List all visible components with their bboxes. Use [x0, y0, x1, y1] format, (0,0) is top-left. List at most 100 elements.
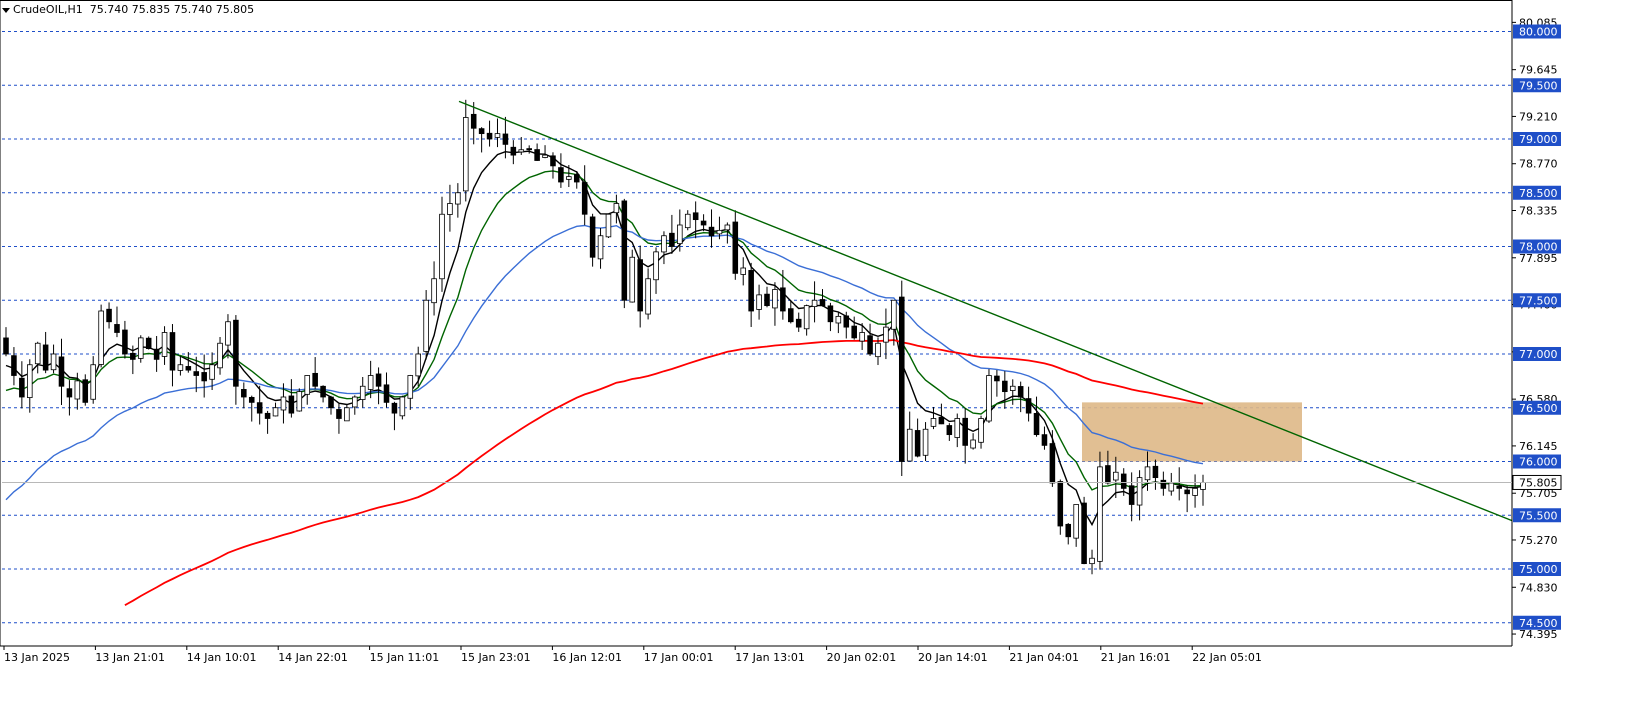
- candle-body: [130, 352, 136, 360]
- candle-body: [367, 375, 374, 390]
- x-tick-label: 15 Jan 11:01: [370, 651, 440, 664]
- trendline-line[interactable]: [458, 100, 1513, 522]
- candle-body: [201, 372, 207, 382]
- candle-body: [34, 342, 41, 365]
- candle-body: [692, 212, 699, 221]
- candle-body: [510, 146, 517, 156]
- level-label-box: [1513, 562, 1561, 576]
- candle-body: [1128, 485, 1135, 505]
- candle-body: [193, 371, 200, 376]
- candle-body: [1065, 523, 1072, 538]
- x-tick-label: 17 Jan 13:01: [735, 651, 805, 664]
- x-tick-label: 13 Jan 21:01: [95, 651, 165, 664]
- candle-body: [225, 321, 231, 346]
- zone-rect: [1082, 402, 1302, 462]
- candle-body: [970, 439, 976, 449]
- ma-slow-line: [5, 224, 1204, 501]
- y-tick-label: 78.335: [1519, 204, 1558, 217]
- candle-body: [1144, 466, 1151, 481]
- candle-body: [772, 289, 778, 309]
- y-tick-label: 79.645: [1519, 64, 1558, 77]
- candle-body: [153, 348, 160, 360]
- current-price-box: [1512, 474, 1562, 490]
- candle-body: [716, 229, 723, 235]
- y-tick-label: 75.270: [1519, 534, 1558, 547]
- candle-body: [1089, 557, 1095, 565]
- current-price-label: 75.805: [1519, 476, 1558, 489]
- candle-body: [296, 391, 303, 412]
- candle-body: [875, 342, 881, 358]
- candle-body: [613, 203, 620, 214]
- candle-body: [534, 149, 540, 161]
- candle-body: [19, 377, 25, 398]
- candle-body: [922, 428, 929, 456]
- candle-body: [1073, 504, 1079, 539]
- candle-body: [740, 267, 747, 275]
- candle-body: [375, 373, 382, 387]
- candle-body: [209, 364, 215, 380]
- candle-body: [1049, 443, 1056, 484]
- candle-body: [629, 256, 636, 303]
- chart-header: CrudeOIL,H1 75.740 75.835 75.740 75.805: [2, 3, 254, 16]
- candle-body: [756, 294, 762, 310]
- candle-body: [550, 155, 556, 167]
- candle-body: [978, 418, 984, 443]
- candle-body: [288, 395, 295, 414]
- candle-body: [542, 154, 548, 158]
- level-label-text: 79.500: [1519, 79, 1558, 92]
- candle-body: [573, 174, 580, 183]
- candle-body: [248, 396, 255, 403]
- candle-body: [359, 385, 366, 400]
- candle-body: [1033, 412, 1040, 436]
- symbol-timeframe: CrudeOIL,H1: [13, 3, 83, 16]
- candle-body: [1160, 479, 1167, 489]
- candle-body: [526, 148, 532, 151]
- candle-body: [58, 356, 65, 387]
- ma-mid-line: [5, 170, 1204, 491]
- candle-body: [439, 213, 445, 280]
- level-label-box: [1513, 454, 1561, 469]
- candle-body: [272, 407, 279, 417]
- candle-body: [566, 176, 572, 180]
- x-tick-label: 14 Jan 10:01: [187, 651, 257, 664]
- candle-body: [764, 293, 770, 307]
- candle-body: [66, 388, 73, 398]
- x-tick-label: 14 Jan 22:01: [278, 651, 348, 664]
- x-tick-label: 13 Jan 2025: [4, 651, 70, 664]
- candle-body: [1025, 398, 1032, 414]
- candle-body: [11, 355, 17, 376]
- candle-body: [177, 364, 184, 371]
- y-tick-label: 78.770: [1519, 158, 1558, 171]
- candle-body: [328, 396, 334, 409]
- candle-body: [827, 305, 834, 323]
- candle-body: [336, 409, 342, 419]
- candle-body: [898, 296, 905, 462]
- trendline[interactable]: [458, 100, 1513, 522]
- y-tick-label: 76.145: [1519, 440, 1558, 453]
- candle-body: [938, 416, 945, 425]
- candle-body: [1041, 434, 1048, 446]
- candle-body: [3, 337, 9, 355]
- x-tick-label: 20 Jan 02:01: [827, 651, 897, 664]
- candle-body: [455, 192, 461, 205]
- level-label-box: [1513, 615, 1561, 630]
- level-label-text: 80.000: [1519, 26, 1558, 39]
- candle-body: [851, 325, 857, 339]
- candle-body: [748, 270, 754, 312]
- candle-body: [677, 224, 683, 245]
- y-axis-level-labels: 80.000 79.500 79.000 78.500 78.000 77.500 77.0…: [1513, 24, 1561, 630]
- x-tick-label: 16 Jan 12:01: [552, 651, 622, 664]
- chevron-down-icon[interactable]: [2, 7, 10, 13]
- candle-body: [637, 259, 643, 312]
- level-label-text: 78.500: [1519, 187, 1558, 200]
- candle-body: [233, 319, 239, 387]
- x-axis-labels: 13 Jan 2025 13 Jan 21:01 14 Jan 10:01 14 Ja…: [3, 646, 1262, 664]
- candle-body: [145, 337, 152, 350]
- candle-body: [780, 287, 786, 312]
- current-price-marker: 75.805: [2, 474, 1562, 490]
- level-label-box: [1513, 132, 1561, 146]
- candle-body: [1113, 471, 1119, 481]
- candle-body: [1168, 482, 1175, 492]
